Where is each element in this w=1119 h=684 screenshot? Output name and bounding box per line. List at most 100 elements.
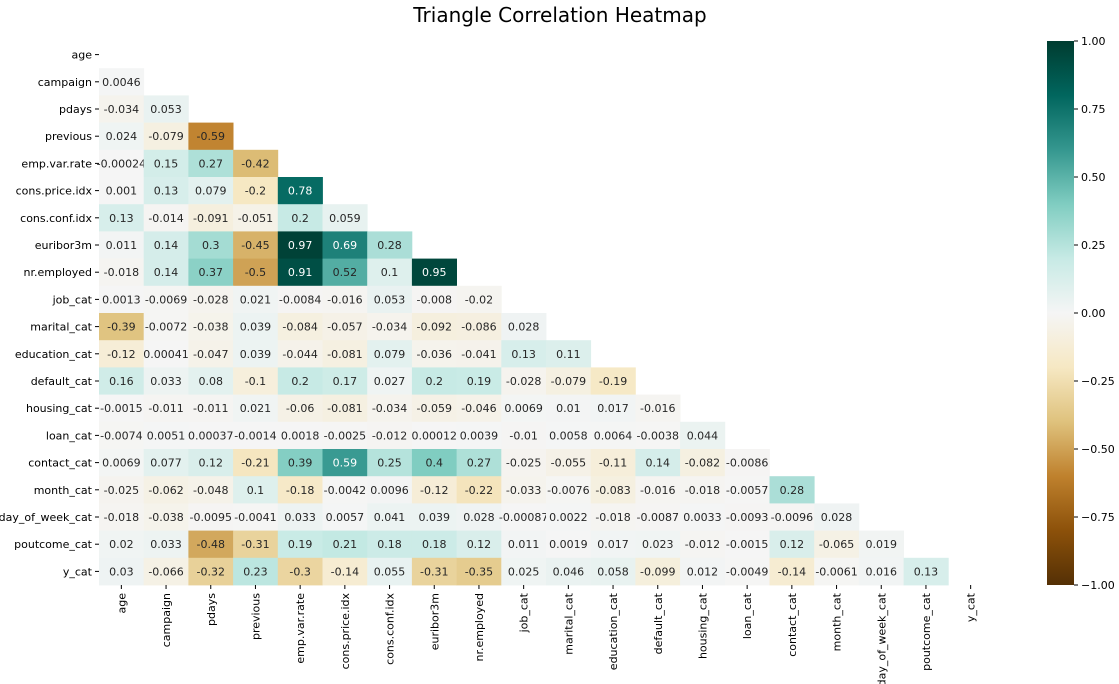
x-tick-label: contact_cat: [786, 592, 799, 656]
cell-value-label: 0.017: [597, 538, 629, 551]
heatmap-cell: [456, 530, 502, 559]
heatmap-cell: [501, 476, 547, 504]
cell-value-label: -0.59: [197, 130, 225, 143]
cell-value-label: 0.039: [240, 348, 272, 361]
heatmap-cell: [277, 421, 323, 450]
x-tick-label: campaign: [160, 593, 173, 647]
heatmap-cell: [277, 530, 323, 559]
heatmap-cell: [188, 421, 234, 450]
heatmap-cell: [143, 122, 189, 151]
heatmap-cell: [143, 449, 189, 477]
cell-value-label: 0.1: [247, 484, 265, 497]
cell-value-label: 0.12: [780, 538, 805, 551]
heatmap-cell: [814, 530, 860, 559]
heatmap-cell: [277, 231, 323, 259]
colorbar-tick-label: 0.25: [1081, 239, 1106, 252]
cell-value-label: 0.0022: [549, 511, 588, 524]
heatmap-cell: [724, 503, 770, 531]
heatmap-cell: [188, 285, 234, 314]
y-tick-label: education_cat: [15, 348, 93, 361]
cell-value-label: 0.079: [195, 185, 227, 198]
heatmap-cell: [546, 449, 592, 477]
heatmap-cell: [724, 449, 770, 477]
x-tick-label: emp.var.rate: [294, 593, 307, 664]
cell-value-label: -0.0096: [771, 511, 813, 524]
cell-value-label: 0.0013: [102, 293, 141, 306]
cell-value-label: -0.081: [327, 402, 362, 415]
cell-value-label: -0.028: [506, 375, 541, 388]
heatmap-cell: [635, 557, 681, 586]
cell-value-label: 0.08: [199, 375, 224, 388]
y-tick-label: poutcome_cat: [14, 538, 93, 551]
heatmap-cell: [322, 503, 368, 531]
y-tick-label: nr.employed: [24, 266, 93, 279]
cell-value-label: -0.079: [551, 375, 586, 388]
cell-value-label: -0.5: [245, 266, 266, 279]
heatmap-cell: [322, 530, 368, 559]
x-tick-label: pdays: [205, 593, 218, 626]
heatmap-cell: [814, 557, 860, 586]
heatmap-cell: [277, 258, 323, 287]
heatmap-cell: [590, 449, 636, 477]
cell-value-label: 0.021: [240, 402, 272, 415]
heatmap-cell: [769, 557, 815, 586]
cell-value-label: 0.59: [333, 457, 358, 470]
cell-value-label: -0.48: [197, 538, 225, 551]
heatmap-cell: [322, 231, 368, 259]
heatmap-cell: [143, 503, 189, 531]
heatmap-cell: [635, 476, 681, 504]
cell-value-label: -0.034: [104, 103, 139, 116]
cell-value-label: -0.099: [640, 565, 675, 578]
cell-value-label: -0.0038: [637, 429, 679, 442]
cell-value-label: -0.06: [286, 402, 314, 415]
heatmap-cell: [367, 231, 413, 259]
heatmap-cell: [233, 258, 279, 287]
x-tick-label: age: [115, 593, 128, 614]
cell-value-label: 0.0033: [683, 511, 722, 524]
cell-value-label: 0.0069: [102, 457, 141, 470]
heatmap-cell: [367, 530, 413, 559]
cell-value-label: -0.31: [420, 565, 448, 578]
x-tick-label: education_cat: [607, 592, 620, 670]
heatmap-cell: [501, 557, 547, 586]
heatmap-cell: [411, 394, 457, 423]
cell-value-label: -0.014: [148, 212, 183, 225]
y-tick-label: loan_cat: [46, 429, 93, 442]
cell-value-label: 0.14: [154, 239, 179, 252]
cell-value-label: 0.023: [642, 538, 674, 551]
heatmap-cell: [277, 177, 323, 205]
cell-value-label: 0.2: [426, 375, 444, 388]
cell-value-label: 0.3: [202, 239, 220, 252]
heatmap-cell: [501, 340, 547, 368]
heatmap-cell: [99, 177, 145, 205]
cell-value-label: -0.00087: [499, 511, 548, 524]
cell-value-label: -0.046: [461, 402, 496, 415]
cell-value-label: -0.092: [417, 321, 452, 334]
cell-value-label: 0.78: [288, 185, 313, 198]
y-tick-label: month_cat: [34, 484, 93, 497]
cell-value-label: -0.0087: [637, 511, 679, 524]
heatmap-cell: [546, 476, 592, 504]
heatmap-cell: [188, 557, 234, 586]
heatmap-cell: [680, 449, 726, 477]
cell-value-label: -0.025: [506, 457, 541, 470]
y-tick-label: age: [72, 49, 93, 62]
heatmap-cell: [143, 95, 189, 123]
cell-value-label: 0.13: [914, 565, 939, 578]
heatmap-cell: [277, 557, 323, 586]
heatmap-cell: [501, 503, 547, 531]
heatmap-cell: [680, 503, 726, 531]
heatmap-cell: [99, 231, 145, 259]
cell-value-label: 0.033: [150, 375, 182, 388]
cell-value-label: 0.27: [467, 457, 492, 470]
cell-value-label: -0.0042: [324, 484, 366, 497]
heatmap-cell: [99, 557, 145, 586]
x-axis-labels: age campaign pdays previous emp.var.rate cons…: [115, 585, 978, 684]
heatmap-cell: [724, 557, 770, 586]
heatmap-cell: [99, 394, 145, 423]
cell-value-label: 0.69: [333, 239, 358, 252]
heatmap-cell: [233, 367, 279, 395]
heatmap-cell: [635, 449, 681, 477]
cell-value-label: 0.033: [284, 511, 316, 524]
heatmap-cell: [99, 95, 145, 123]
